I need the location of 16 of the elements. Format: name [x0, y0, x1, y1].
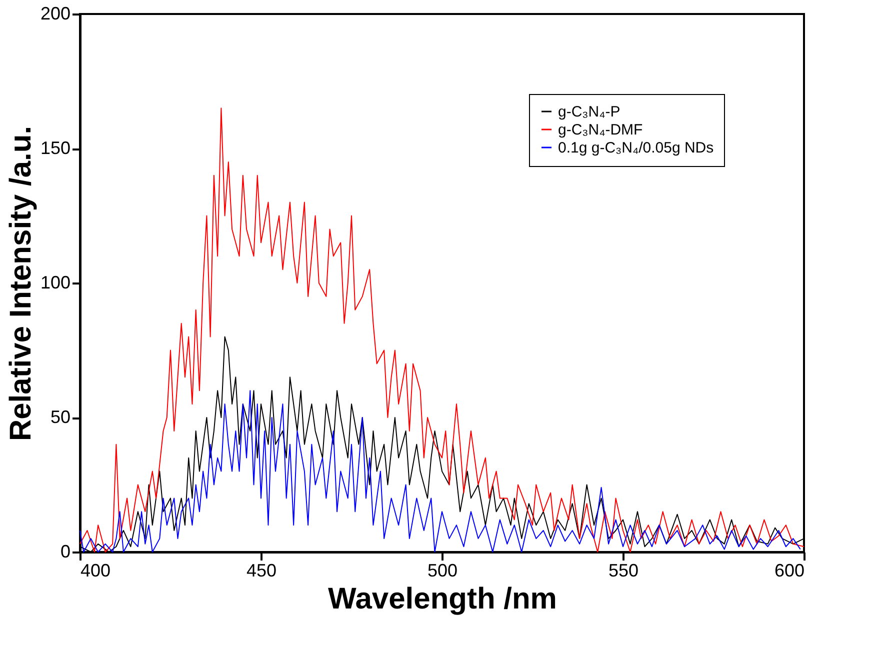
- x-tick-label: 500: [427, 560, 458, 580]
- legend-label: g-C₃N₄-DMF: [558, 122, 643, 138]
- x-tick-label: 550: [608, 560, 639, 580]
- y-tick-label: 200: [40, 4, 70, 24]
- y-tick-label: 100: [40, 272, 70, 292]
- x-tick-label: 600: [774, 560, 804, 580]
- legend-label: 0.1g g-C₃N₄/0.05g NDs: [558, 140, 714, 156]
- y-tick-label: 0: [60, 542, 70, 562]
- x-tick-label: 400: [80, 560, 111, 580]
- y-tick-label: 50: [50, 407, 70, 427]
- line-series: [80, 390, 801, 552]
- legend-label: g-C₃N₄-P: [558, 104, 620, 120]
- y-axis-title: Relative Intensity /a.u.: [4, 126, 38, 442]
- x-tick-label: 450: [246, 560, 277, 580]
- x-axis-title: Wavelength /nm: [328, 582, 557, 616]
- y-tick-label: 150: [40, 138, 70, 158]
